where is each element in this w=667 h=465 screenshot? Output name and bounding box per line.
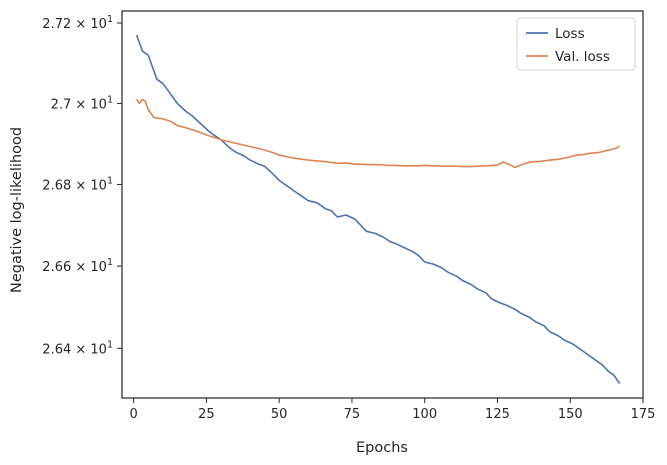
- y-tick-label: 2.68 × 101: [42, 175, 113, 193]
- legend-label-loss: Loss: [555, 26, 585, 42]
- y-tick-label: 2.72 × 101: [42, 14, 113, 32]
- x-tick-label: 75: [344, 407, 361, 422]
- series-line-val-loss: [135, 98, 621, 169]
- legend-box: [516, 17, 636, 71]
- y-tick-label: 2.7 × 101: [51, 94, 113, 112]
- y-axis: 2.64 × 101 2.66 × 101 2.68 × 101 2.7 × 101 2…: [42, 14, 122, 357]
- x-tick-label: 150: [558, 407, 583, 422]
- y-tick-label: 2.64 × 101: [42, 339, 113, 357]
- legend-label-val-loss: Val. loss: [555, 49, 610, 65]
- series-lines: [135, 34, 621, 384]
- x-tick-label: 175: [631, 407, 656, 422]
- y-axis-label: Negative log-likelihood: [9, 127, 25, 293]
- x-tick-label: 50: [271, 407, 288, 422]
- x-tick-label: 0: [130, 407, 138, 422]
- plot-area: [121, 10, 644, 399]
- x-tick-label: 25: [198, 407, 215, 422]
- series-line-loss: [135, 34, 621, 384]
- x-axis-label: Epochs: [356, 440, 408, 456]
- x-tick-label: 100: [412, 407, 437, 422]
- y-tick-label: 2.66 × 101: [42, 257, 113, 275]
- x-axis: 0 25 50 75 100 125 150 175: [130, 398, 656, 422]
- legend: Loss Val. loss: [516, 17, 636, 71]
- x-tick-label: 125: [485, 407, 510, 422]
